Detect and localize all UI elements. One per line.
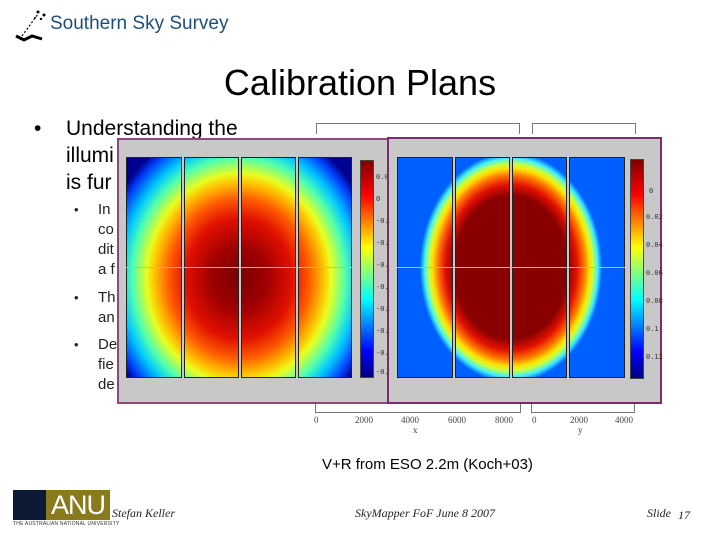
bullet-text: De fie de [98, 336, 118, 393]
plot-axis-top-x [316, 123, 520, 134]
footer-author: Stefan Keller [112, 506, 175, 520]
footer-slide-label: Slide [647, 506, 671, 520]
y-tick: 0 [532, 415, 537, 425]
x-axis-label: x [413, 425, 418, 435]
colorbar-tick: 0.08 [646, 297, 663, 305]
colorbar-left [360, 160, 374, 378]
colorbar-tick: -0.14 [376, 349, 397, 357]
plot-axis-bottom-x [315, 402, 521, 413]
colorbar-right [630, 159, 644, 379]
telescope-stars-icon [15, 10, 46, 42]
heatmap-frame-right: 0 0.02 0.04 0.06 0.08 0.1 0.12 [387, 137, 663, 404]
anu-crest-icon [13, 490, 46, 520]
anu-logo: ANU [46, 490, 110, 520]
colorbar-tick: 0.04 [646, 241, 663, 249]
x-tick: 4000 [401, 415, 419, 425]
plot-axis-top-y [532, 123, 636, 134]
x-tick: 2000 [355, 415, 373, 425]
y-axis-label: y [578, 425, 583, 435]
x-tick: 8000 [495, 415, 513, 425]
footer-slide-number: 17 [678, 508, 690, 522]
colorbar-tick: -0.02 [376, 217, 397, 225]
bullet-marker: • [74, 290, 79, 305]
bullet-marker: • [34, 117, 42, 140]
colorbar-tick: 0.1 [646, 325, 659, 333]
colorbar-tick: -0.1 [376, 305, 393, 313]
colorbar-tick: 0.02 [646, 213, 663, 221]
colorbar-tick: 0.06 [646, 269, 663, 277]
bullet-text: Understanding the illumi is fur [66, 117, 238, 194]
plot-axis-bottom-y [531, 402, 635, 413]
colorbar-tick: 0.02 [376, 173, 393, 181]
header-title: Southern Sky Survey [50, 13, 229, 34]
colorbar-tick: 0 [649, 187, 654, 195]
slide-title: Calibration Plans [223, 62, 497, 103]
bullet-marker: • [74, 202, 79, 217]
y-tick: 4000 [615, 415, 633, 425]
x-tick: 6000 [448, 415, 466, 425]
footer-event: SkyMapper FoF June 8 2007 [355, 506, 495, 520]
y-tick: 2000 [570, 415, 588, 425]
anu-logo-subtitle: THE AUSTRALIAN NATIONAL UNIVERSITY [13, 521, 120, 527]
colorbar-tick: 0.12 [646, 353, 663, 361]
colorbar-tick: 0 [376, 195, 381, 203]
x-tick: 0 [314, 415, 319, 425]
ccd-divider [397, 267, 625, 268]
colorbar-tick: -0.16 [376, 368, 397, 376]
heatmap-frame-left: 0.02 0 -0.02 -0.04 -0.06 -0.08 -0.1 -0.1… [117, 138, 397, 404]
bullet-marker: • [74, 337, 79, 352]
colorbar-tick: -0.04 [376, 239, 397, 247]
colorbar-tick: -0.12 [376, 327, 397, 335]
bullet-text: In co dit a f [98, 201, 115, 278]
colorbar-tick: -0.08 [376, 283, 397, 291]
bullet-text: Th an [98, 289, 116, 326]
figure-caption: V+R from ESO 2.2m (Koch+03) [322, 456, 533, 473]
ccd-divider [126, 267, 352, 268]
colorbar-tick: -0.06 [376, 261, 397, 269]
